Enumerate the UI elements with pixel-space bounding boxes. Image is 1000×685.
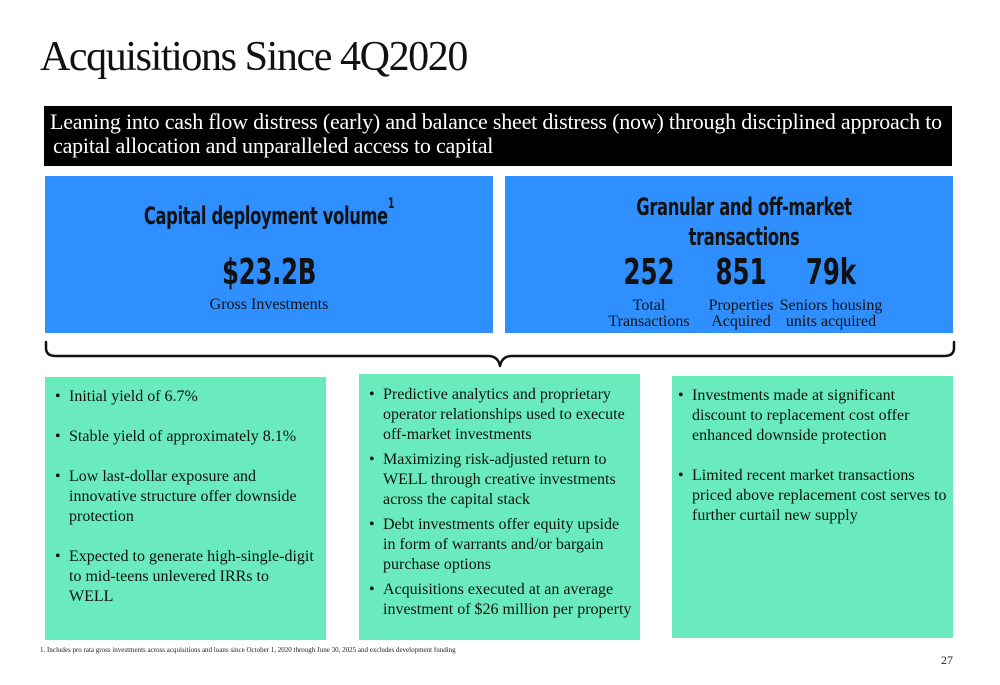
capital-deployment-panel: Capital deployment volume1 $23.2B Gross … bbox=[45, 176, 493, 333]
footnote: 1. Includes pro rata gross investments a… bbox=[40, 646, 456, 654]
list-item: Predictive analytics and proprietary ope… bbox=[369, 385, 634, 445]
stat-label-line-2: Transactions bbox=[608, 313, 690, 330]
capital-deployment-title-text: Capital deployment volume bbox=[143, 202, 388, 230]
transactions-title-line-1: Granular and off-market bbox=[636, 193, 852, 221]
stat-seniors-housing-units: 79k Seniors housing units acquired bbox=[771, 252, 891, 330]
transactions-panel: Granular and off-market transactions 252… bbox=[505, 176, 953, 333]
stat-label-line-2: Acquired bbox=[711, 313, 771, 330]
gross-investments-value: $23.2B bbox=[221, 252, 317, 293]
headline-banner: Leaning into cash flow distress (early) … bbox=[44, 106, 952, 166]
stat-label-line-1: Properties bbox=[708, 297, 774, 314]
stat-value: 252 bbox=[623, 252, 675, 293]
banner-line-2: capital allocation and unparalleled acce… bbox=[53, 133, 494, 158]
list-item: Expected to generate high-single-digit t… bbox=[55, 547, 316, 607]
transactions-title: Granular and off-market transactions bbox=[581, 192, 906, 252]
list-item: Debt investments offer equity upside in … bbox=[369, 515, 634, 575]
stat-value: 79k bbox=[805, 252, 857, 293]
list-item: Low last-dollar exposure and innovative … bbox=[55, 467, 316, 527]
stat-total-transactions: 252 Total Transactions bbox=[589, 252, 709, 330]
list-item: Limited recent market transactions price… bbox=[678, 466, 947, 526]
analytics-card: Predictive analytics and proprietary ope… bbox=[359, 374, 640, 640]
gross-investments-caption: Gross Investments bbox=[209, 296, 329, 313]
stat-label-line-1: Total bbox=[632, 297, 666, 314]
list-item: Maximizing risk-adjusted return to WELL … bbox=[369, 450, 634, 510]
stat-value: 851 bbox=[715, 252, 767, 293]
list-item: Investments made at significant discount… bbox=[678, 386, 947, 446]
capital-deployment-title: Capital deployment volume1 bbox=[117, 196, 422, 230]
stat-label-line-2: units acquired bbox=[785, 313, 877, 330]
curly-brace-divider bbox=[44, 340, 956, 368]
page-number: 27 bbox=[941, 653, 953, 667]
page-title: Acquisitions Since 4Q2020 bbox=[40, 34, 468, 80]
list-item: Acquisitions executed at an average inve… bbox=[369, 580, 634, 620]
banner-line-1: Leaning into cash flow distress (early) … bbox=[50, 109, 942, 134]
stat-properties-acquired: 851 Properties Acquired bbox=[681, 252, 801, 330]
footnote-marker: 1 bbox=[387, 196, 395, 212]
list-item: Initial yield of 6.7% bbox=[55, 387, 316, 407]
list-item: Stable yield of approximately 8.1% bbox=[55, 427, 316, 447]
stat-label-line-1: Seniors housing bbox=[779, 297, 883, 314]
transactions-title-line-2: transactions bbox=[688, 223, 800, 251]
replacement-cost-card: Investments made at significant discount… bbox=[672, 376, 953, 638]
yield-card: Initial yield of 6.7% Stable yield of ap… bbox=[45, 377, 326, 640]
